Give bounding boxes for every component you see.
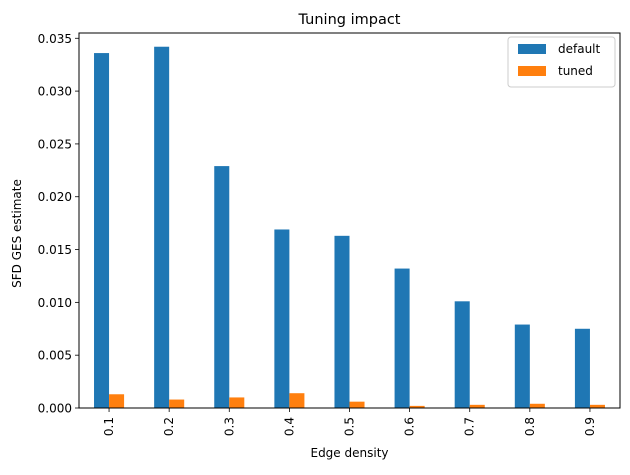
legend-label-tuned: tuned	[558, 64, 593, 78]
x-tick-label: 0.2	[162, 417, 176, 436]
bar-tuned-0.1	[109, 394, 125, 408]
bar-tuned-0.4	[289, 393, 305, 408]
legend-swatch-tuned	[518, 66, 546, 76]
y-tick-label: 0.025	[38, 137, 72, 151]
bar-default-0.7	[454, 301, 470, 408]
legend: default tuned	[507, 36, 616, 88]
y-tick-label: 0.010	[38, 296, 72, 310]
bar-default-0.4	[274, 229, 290, 408]
bar-tuned-0.7	[469, 404, 485, 408]
bar-default-0.8	[514, 324, 530, 408]
bar-tuned-0.2	[169, 399, 185, 408]
y-tick-label: 0.035	[38, 32, 72, 46]
y-tick-label: 0.020	[38, 190, 72, 204]
x-axis-ticks: 0.1 0.2 0.3 0.4 0.5 0.6 0.7 0.8 0.9	[102, 408, 597, 436]
x-tick-label: 0.1	[102, 417, 116, 436]
y-tick-label: 0.015	[38, 243, 72, 257]
x-tick-label: 0.9	[583, 417, 597, 436]
bar-tuned-0.6	[409, 405, 425, 408]
legend-swatch-default	[518, 44, 546, 54]
bar-default-0.3	[214, 166, 230, 408]
bar-tuned-0.5	[349, 401, 365, 408]
bar-default-0.9	[574, 328, 590, 408]
bar-tuned-0.3	[229, 397, 245, 408]
y-tick-label: 0.030	[38, 85, 72, 99]
x-tick-label: 0.8	[523, 417, 537, 436]
bar-tuned-0.9	[589, 404, 605, 408]
x-tick-label: 0.4	[282, 417, 296, 436]
bar-default-0.6	[394, 268, 410, 408]
y-axis-label: SFD GES estimate	[10, 179, 24, 288]
bar-default-0.2	[154, 46, 170, 409]
y-tick-label: 0.000	[38, 402, 72, 416]
chart-title: Tuning impact	[298, 12, 401, 28]
y-tick-label: 0.005	[38, 349, 72, 363]
x-tick-label: 0.7	[463, 417, 477, 436]
x-tick-label: 0.6	[403, 417, 417, 436]
y-axis-ticks: 0.000 0.005 0.010 0.015 0.020 0.025 0.030 0.035	[38, 32, 79, 416]
x-tick-label: 0.3	[222, 417, 236, 436]
bar-default-0.5	[334, 235, 350, 408]
bar-tuned-0.8	[529, 403, 545, 408]
x-tick-label: 0.5	[343, 417, 357, 436]
bar-default-0.1	[94, 53, 110, 408]
legend-label-default: default	[558, 42, 601, 56]
x-axis-label: Edge density	[310, 446, 388, 460]
bars-layer	[94, 46, 605, 409]
